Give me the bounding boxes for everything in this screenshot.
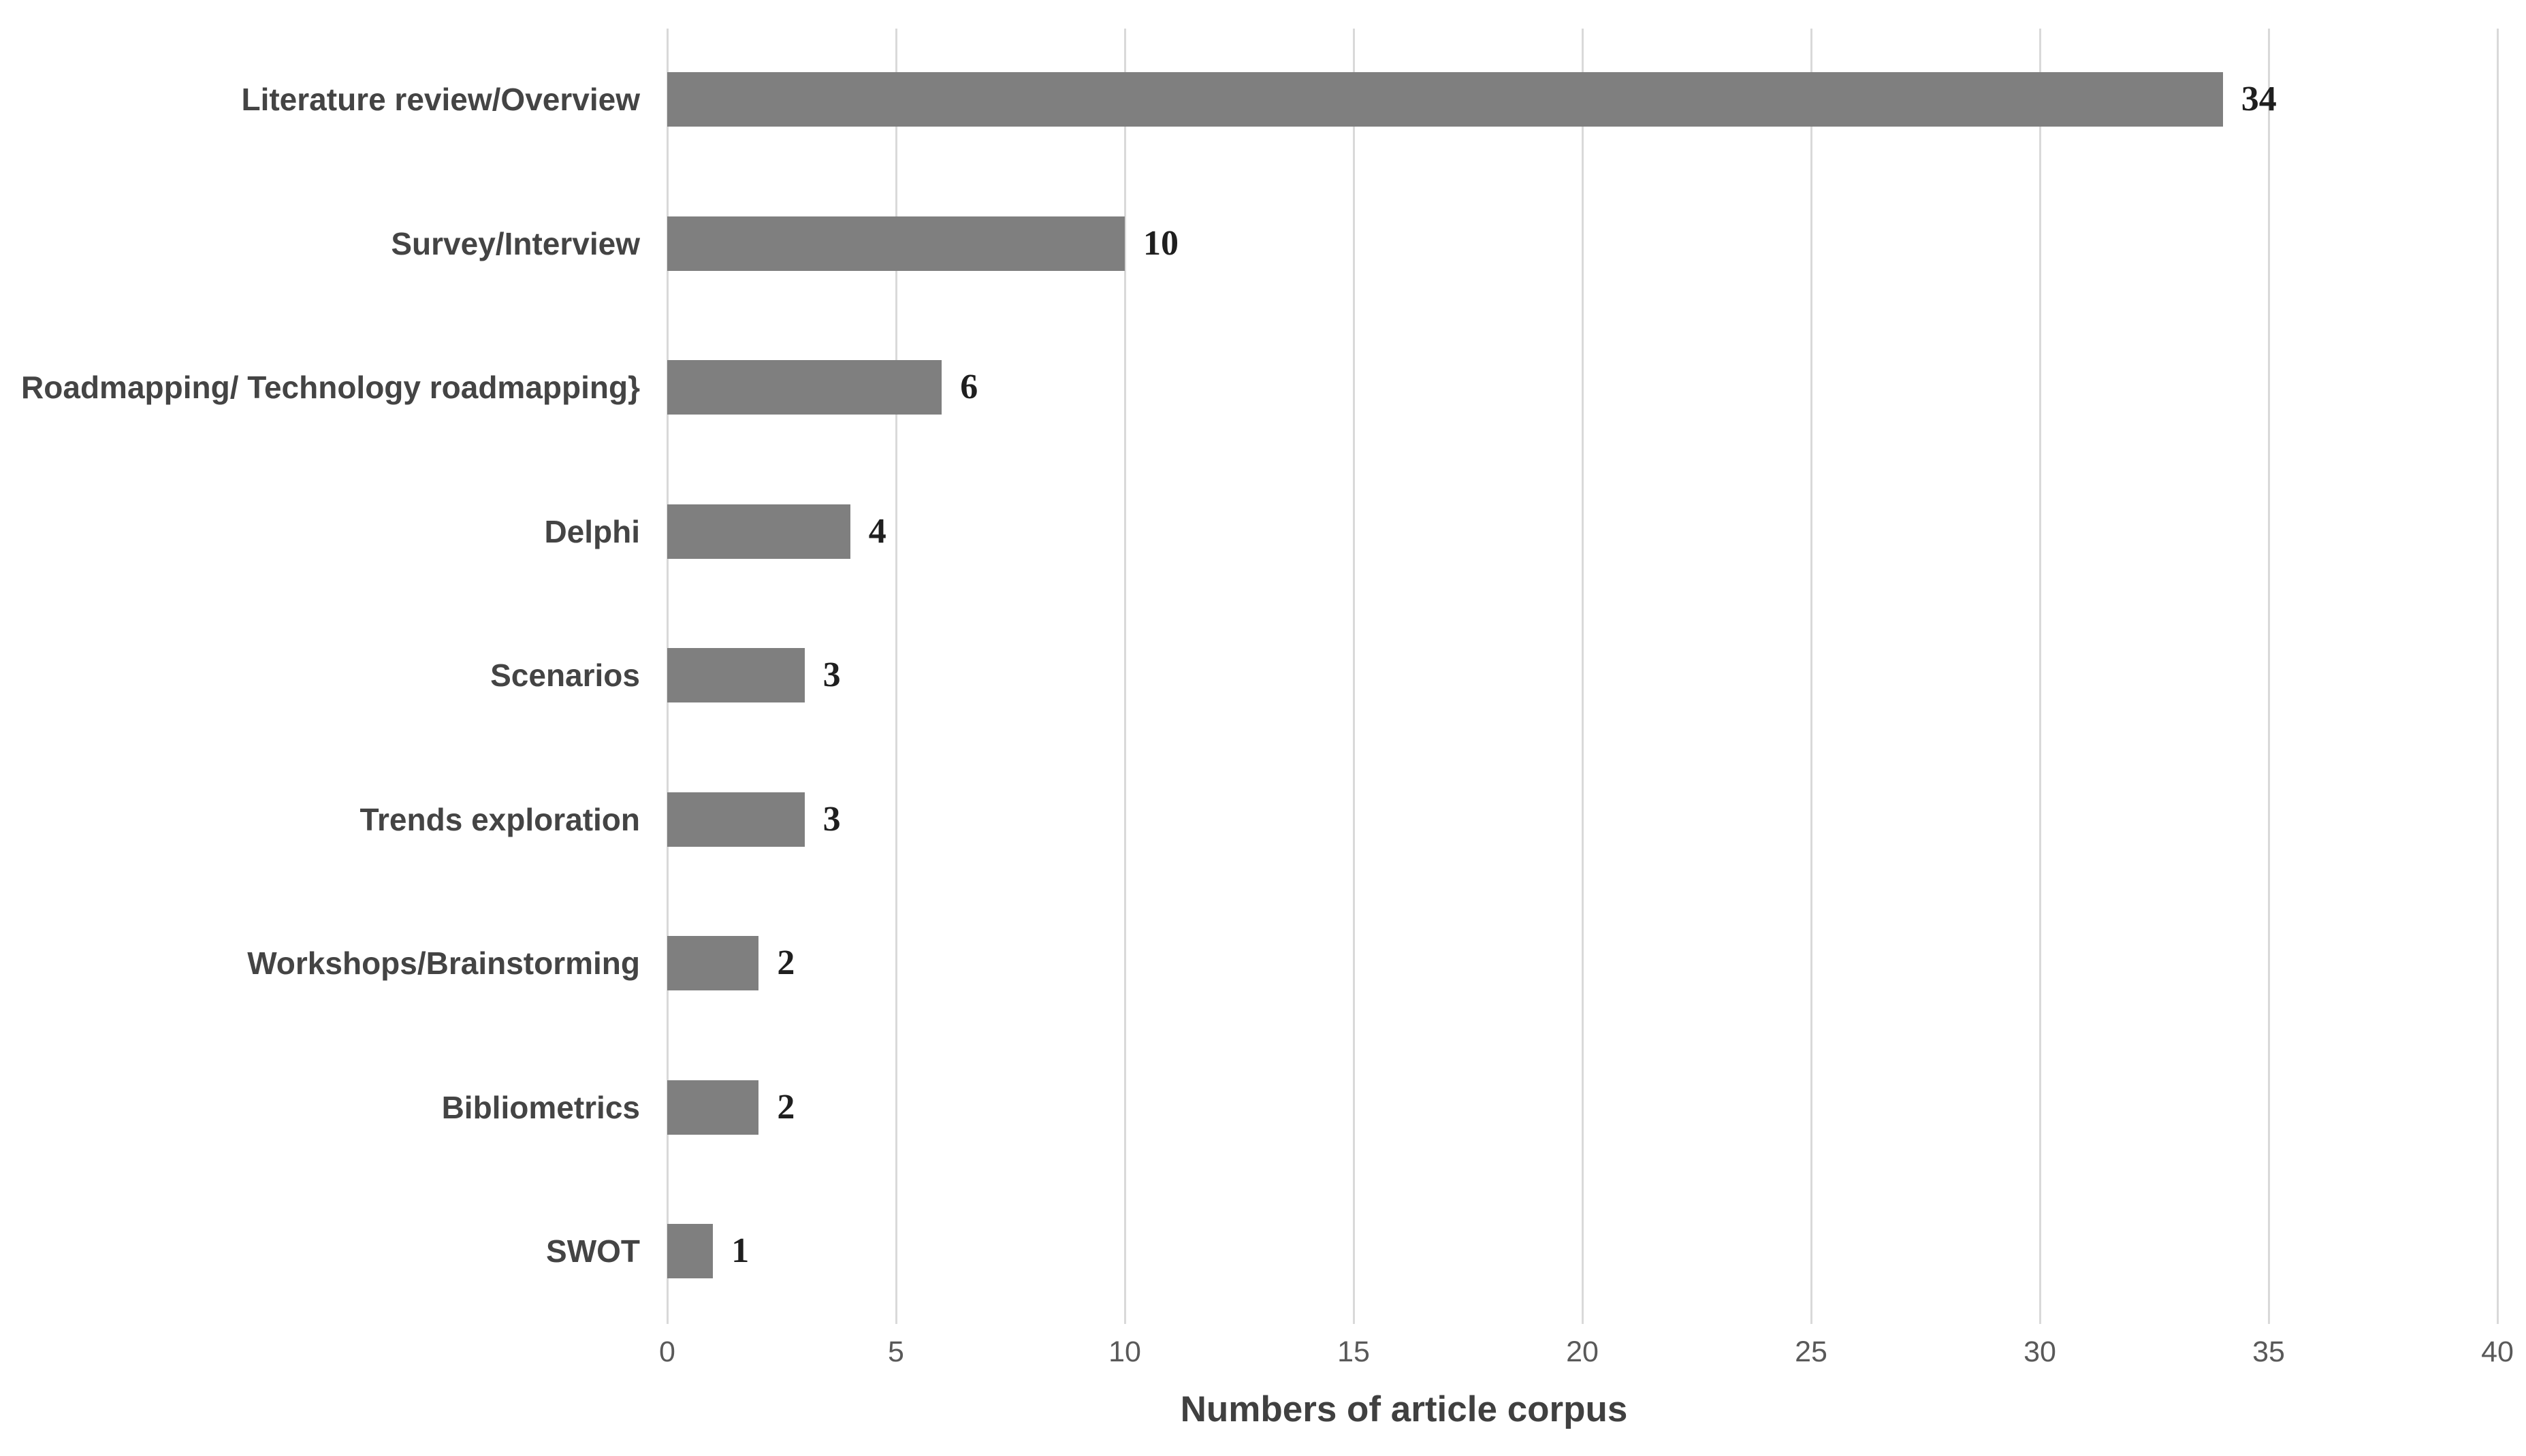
x-tick-label: 5 <box>888 1336 904 1368</box>
category-label: Bibliometrics <box>441 1089 640 1125</box>
category-label: Workshops/Brainstorming <box>247 945 640 981</box>
x-axis-title: Numbers of article corpus <box>1180 1389 1628 1429</box>
x-tick-label: 10 <box>1108 1336 1141 1368</box>
x-tick-label: 25 <box>1795 1336 1827 1368</box>
bar <box>667 72 2223 127</box>
gridline-x-25 <box>1810 29 1812 1324</box>
category-label: Survey/Interview <box>391 225 640 261</box>
value-label: 3 <box>822 656 841 694</box>
value-label: 34 <box>2241 80 2277 118</box>
value-label: 2 <box>777 943 795 982</box>
value-label: 6 <box>960 368 978 406</box>
gridline-x-30 <box>2039 29 2041 1324</box>
category-label: Roadmapping/ Technology roadmapping} <box>21 370 640 405</box>
gridline-x-10 <box>1123 29 1126 1324</box>
category-label: Scenarios <box>490 658 640 693</box>
x-tick-label: 35 <box>2252 1336 2285 1368</box>
x-tick-label: 0 <box>659 1336 675 1368</box>
bar <box>667 1080 759 1135</box>
value-label: 2 <box>777 1087 795 1127</box>
value-label: 10 <box>1143 223 1179 263</box>
bar <box>667 1224 714 1278</box>
x-tick-label: 20 <box>1566 1336 1599 1368</box>
value-label: 1 <box>731 1231 750 1270</box>
category-label: Literature review/Overview <box>241 82 640 117</box>
bar <box>667 360 942 415</box>
category-label: SWOT <box>546 1233 640 1269</box>
gridline-x-35 <box>2267 29 2270 1324</box>
gridline-x-20 <box>1581 29 1584 1324</box>
gridline-x-5 <box>895 29 897 1324</box>
x-tick-label: 30 <box>2024 1336 2056 1368</box>
x-tick-label: 40 <box>2481 1336 2514 1368</box>
bar <box>667 504 850 559</box>
value-label: 3 <box>822 799 841 839</box>
x-tick-label: 15 <box>1337 1336 1370 1368</box>
bar <box>667 648 805 702</box>
bar <box>667 792 805 847</box>
gridline-x-40 <box>2496 29 2499 1324</box>
gridline-x-15 <box>1352 29 1355 1324</box>
bar <box>667 936 759 990</box>
category-label: Trends exploration <box>359 801 640 837</box>
category-label: Delphi <box>544 513 640 549</box>
bar <box>667 216 1125 271</box>
value-label: 4 <box>868 511 886 551</box>
